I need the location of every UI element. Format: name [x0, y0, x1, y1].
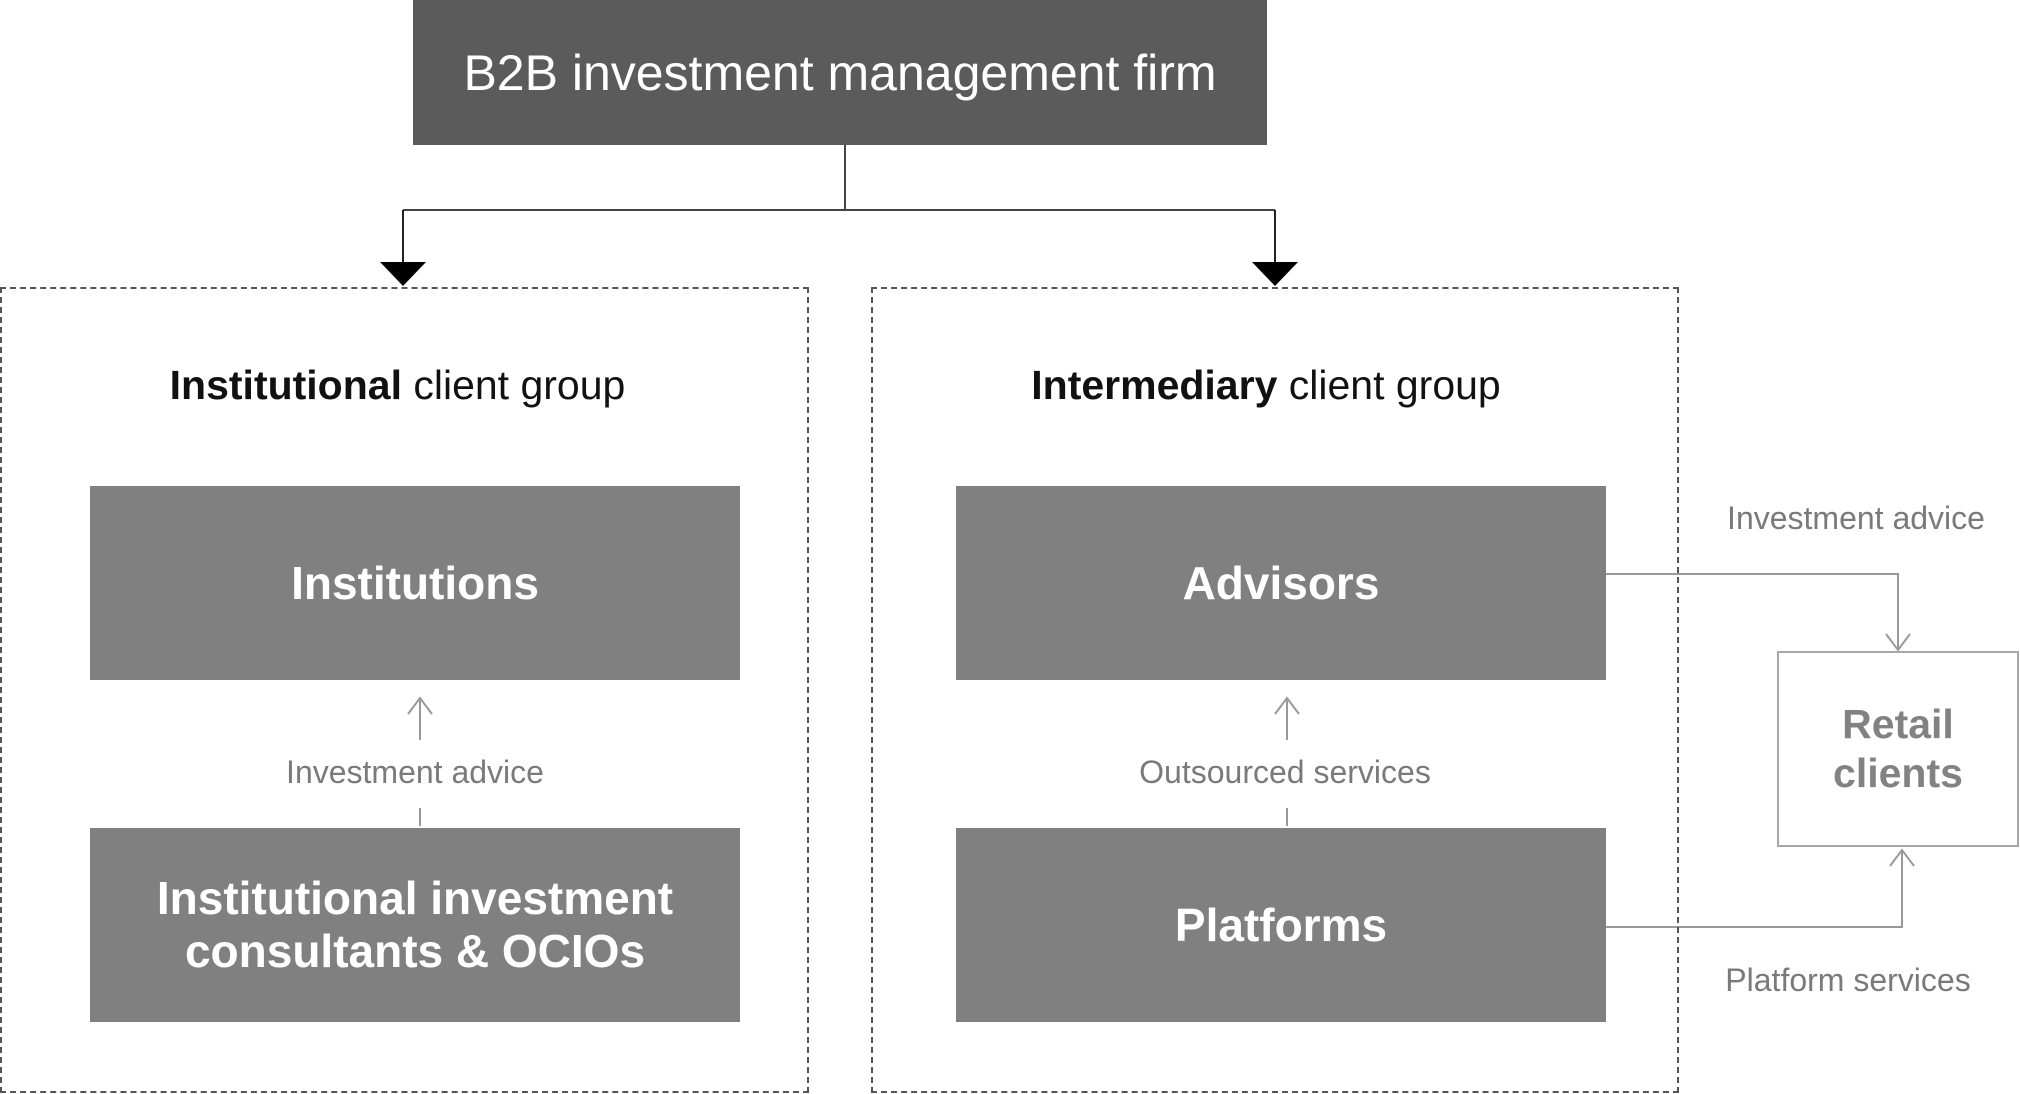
- advisors-box: Advisors: [956, 486, 1606, 680]
- platform-connector: [1605, 850, 1903, 928]
- retail-label-line1: Retail: [1842, 700, 1954, 747]
- platforms-label: Platforms: [1174, 898, 1388, 951]
- arrowhead-intermediary: [1252, 262, 1298, 286]
- intermediary-title-bold: Intermediary: [1031, 362, 1278, 408]
- platforms-box: Platforms: [956, 828, 1606, 1022]
- consultants-label-line1: Institutional investment: [156, 872, 674, 925]
- intermediary-title-rest: client group: [1277, 362, 1501, 408]
- advice-arrowhead: [1885, 633, 1911, 652]
- institutions-box: Institutions: [90, 486, 740, 680]
- consultants-label-line2: consultants & OCIOs: [184, 925, 646, 977]
- institutional-link-label: Investment advice: [286, 754, 544, 790]
- institutional-group-title: Institutional client group: [0, 362, 795, 409]
- institutional-title-rest: client group: [401, 362, 626, 408]
- retail-advice-label: Investment advice: [1727, 500, 1985, 536]
- retail-label-line2: clients: [1833, 750, 1963, 796]
- institutional-title-bold: Institutional: [169, 362, 402, 408]
- arrowhead-institutional: [380, 262, 426, 286]
- advice-connector: [1605, 573, 1899, 650]
- firm-label: B2B investment management firm: [463, 44, 1217, 101]
- intermediary-link-label: Outsourced services: [1139, 754, 1431, 790]
- institutional-group: [0, 287, 809, 1093]
- advisors-label: Advisors: [1182, 556, 1380, 609]
- firm-box: B2B investment management firm: [413, 0, 1267, 145]
- intermediary-group-title: Intermediary client group: [871, 362, 1661, 409]
- consultants-ocios-box: Institutional investment consultants & O…: [90, 828, 740, 1022]
- retail-platform-label: Platform services: [1725, 962, 1971, 998]
- int-link-arrowhead: [1274, 696, 1300, 715]
- institutions-label: Institutions: [291, 556, 539, 609]
- retail-clients-box: Retail clients: [1777, 651, 2019, 847]
- intermediary-group: [871, 287, 1679, 1093]
- inst-link-arrowhead: [407, 696, 433, 715]
- platform-arrowhead: [1889, 848, 1915, 867]
